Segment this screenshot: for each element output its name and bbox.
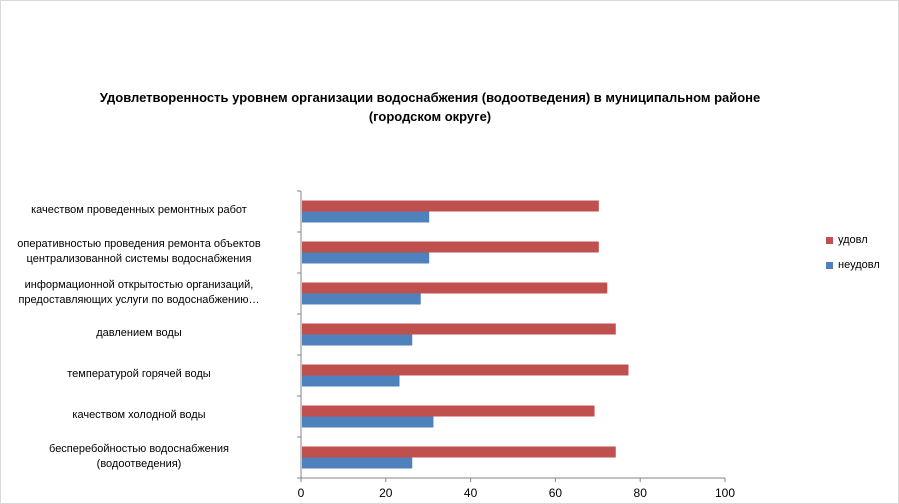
category-label-line: информационной открытостью организаций, [24,278,254,291]
legend-label-neudovl: неудовл [838,259,880,271]
legend-swatch-udovl [826,236,833,244]
legend-item-neudovl: неудовл [826,258,880,272]
bar-neudovl [302,334,413,346]
category-label: качеством проведенных ремонтных работ [0,203,289,218]
chart-title-line-2: (городском округе) [368,109,492,124]
bar-neudovl [302,375,400,387]
legend: удовл неудовл [826,233,880,283]
bar-neudovl [302,416,434,428]
category-label: температурой горячей воды [0,367,289,382]
legend-item-udovl: удовл [826,233,880,247]
legend-label-udovl: удовл [838,234,868,246]
bar-udovl [302,282,608,294]
chart-title: Удовлетворенность уровнем организации во… [60,88,800,126]
value-tick-label: 100 [715,486,735,500]
category-label-line: качеством проведенных ремонтных работ [31,204,247,216]
category-label: давлением воды [0,326,289,341]
bar-neudovl [302,252,430,264]
bar-udovl [302,446,616,458]
bar-udovl [302,200,599,212]
value-tick-label: 60 [549,486,563,500]
category-label-line: (водоотведения) [96,457,182,470]
bar-neudovl [302,457,413,469]
legend-swatch-neudovl [826,261,833,269]
category-label-line: качеством холодной воды [72,409,206,421]
value-tick-label: 0 [298,486,305,500]
value-tick-label: 80 [634,486,648,500]
bar-neudovl [302,211,430,223]
bar-neudovl [302,293,421,305]
category-label-line: давлением воды [96,327,182,339]
category-label: качеством холодной воды [0,408,289,423]
value-tick-label: 40 [464,486,478,500]
category-label: бесперебойностью водоснабжения (водоотвед… [0,442,289,472]
value-tick-label: 20 [379,486,393,500]
bar-udovl [302,323,616,335]
category-label: информационной открытостью организаций, п… [0,278,289,308]
category-label: оперативностью проведения ремонта объект… [0,237,289,267]
bar-udovl [302,405,595,417]
category-label-line: оперативностью проведения ремонта объект… [17,237,261,250]
bar-udovl [302,241,599,253]
bar-udovl [302,364,629,376]
category-label-line: температурой горячей воды [67,368,211,380]
category-label-line: бесперебойностью водоснабжения [49,442,229,455]
chart-title-line-1: Удовлетворенность уровнем организации во… [99,90,761,105]
category-label-line: предоставляющих услуги по водоснабжению… [18,293,260,306]
category-label-line: централизованной системы водоснабжения [26,252,252,265]
